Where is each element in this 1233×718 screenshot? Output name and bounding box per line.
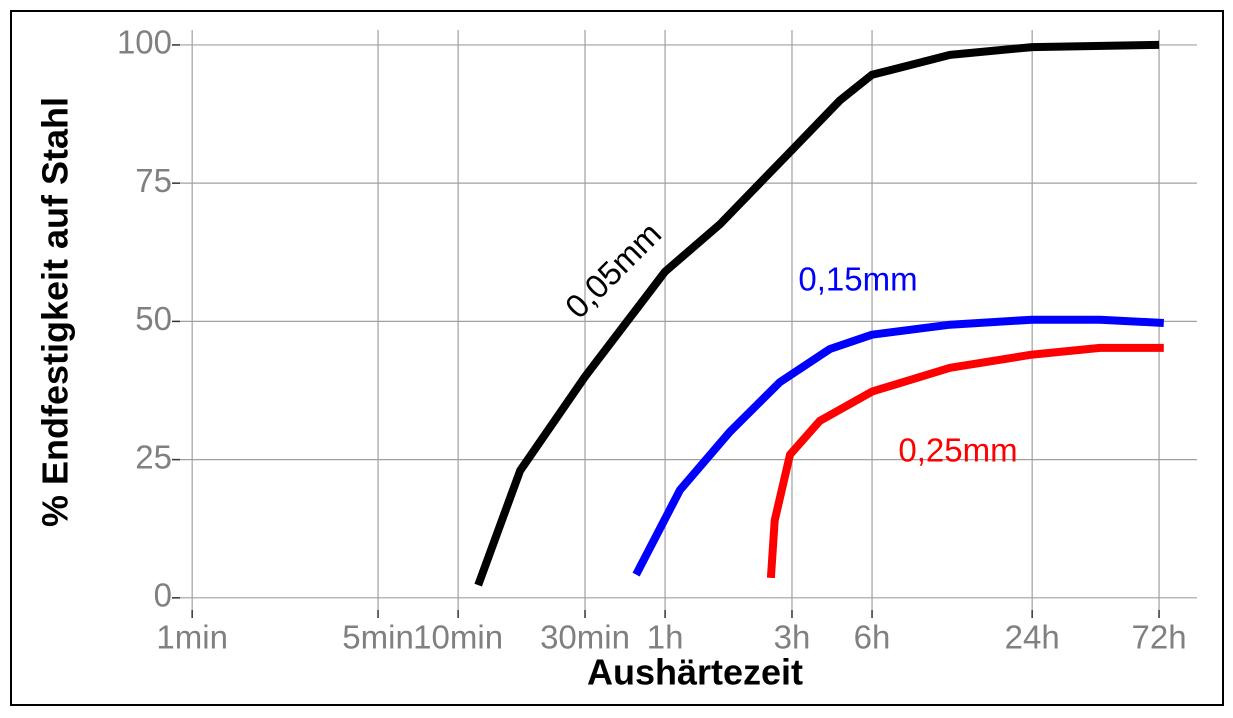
y-tick-label: 50 — [135, 300, 172, 337]
series-label: 0,05mm — [558, 215, 668, 325]
x-tick-label: 3h — [774, 619, 811, 656]
x-tick-label: 6h — [854, 619, 891, 656]
y-axis-title: % Endfestigkeit auf Stahl — [35, 97, 76, 527]
x-tick-label: 24h — [1005, 619, 1060, 656]
y-tick-label: 25 — [135, 438, 172, 475]
x-axis-title: Aushärtezeit — [587, 652, 803, 693]
y-tick-label: 0 — [154, 577, 172, 614]
x-tick-label: 72h — [1132, 619, 1187, 656]
y-tick-label: 100 — [117, 24, 172, 61]
data-line — [632, 315, 1165, 577]
x-tick-label: 30min — [540, 619, 630, 656]
x-tick-label: 10min — [413, 619, 503, 656]
frame — [10, 10, 1224, 706]
x-tick-label: 5min — [342, 619, 414, 656]
x-tick-label: 1min — [156, 619, 228, 656]
data-line — [474, 40, 1160, 587]
data-line — [766, 343, 1164, 579]
x-tick-label: 1h — [647, 619, 684, 656]
series-label: 0,25mm — [898, 432, 1017, 469]
y-tick-label: 75 — [135, 162, 172, 199]
series-label: 0,15mm — [798, 261, 917, 298]
